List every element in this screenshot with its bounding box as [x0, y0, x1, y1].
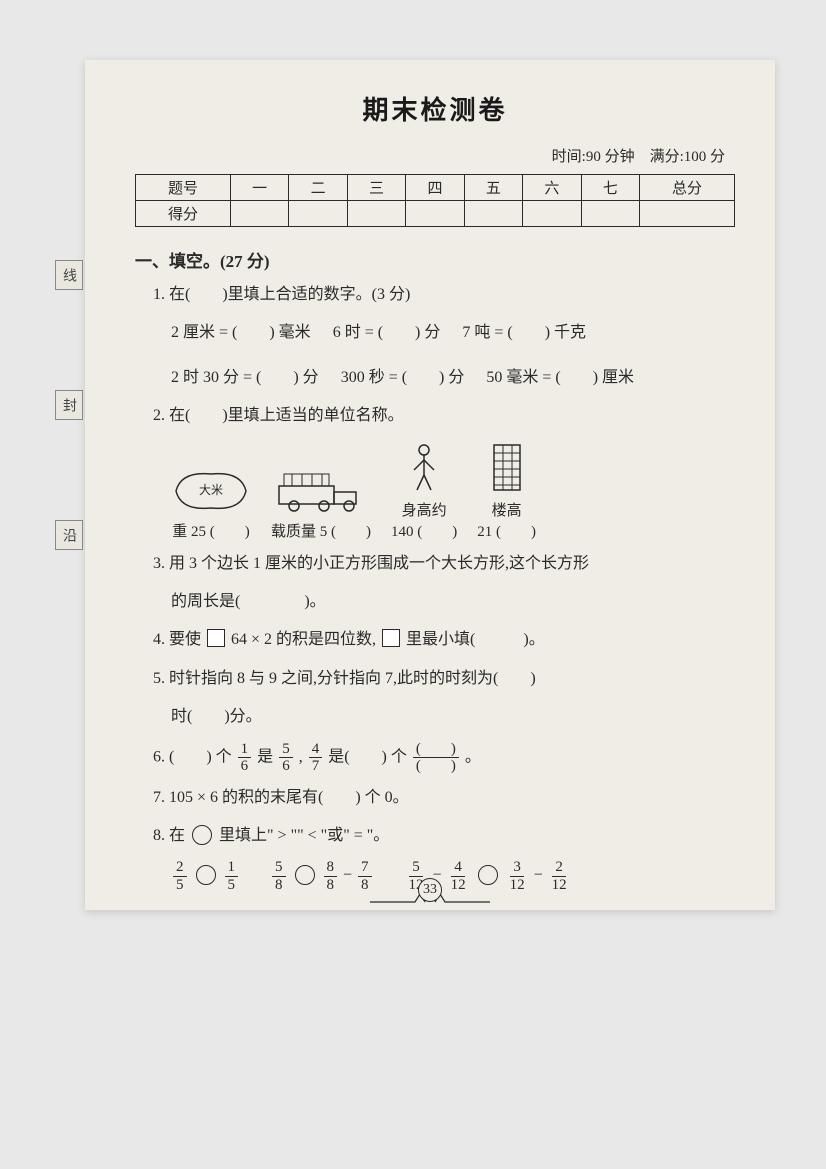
score-cell[interactable] — [347, 201, 405, 227]
q3-line-b: 的周长是( )。 — [171, 587, 735, 617]
q7: 7. 105 × 6 的积的末尾有( ) 个 0。 — [153, 783, 735, 813]
q1-items: 2 厘米 = ( ) 毫米 6 时 = ( ) 分 7 吨 = ( ) 千克 2… — [171, 318, 735, 393]
q1-item: 50 毫米 = ( ) 厘米 — [486, 363, 634, 393]
fig-caption-b: 140 ( ) — [391, 520, 457, 541]
header-question-no: 题号 — [136, 175, 231, 201]
col-6: 六 — [523, 175, 581, 201]
q4: 4. 要使 64 × 2 的积是四位数, 里最小填( )。 — [153, 625, 735, 655]
q6-a: 6. ( ) 个 — [153, 748, 232, 765]
score-cell[interactable] — [523, 201, 581, 227]
page-number-badge: 33 — [418, 878, 442, 902]
col-7: 七 — [581, 175, 639, 201]
margin-tab-2: 封 — [55, 390, 83, 420]
fig-caption-a: 楼高 — [477, 499, 536, 520]
q6-b: 是 — [257, 748, 273, 765]
time-label: 时间:90 分钟 — [552, 149, 635, 165]
q8-item: 58 88 − 78 — [270, 859, 374, 893]
q8-item: 25 15 — [171, 859, 240, 893]
margin-tab-1: 线 — [55, 260, 83, 290]
col-5: 五 — [464, 175, 522, 201]
q3-line-a: 3. 用 3 个边长 1 厘米的小正方形围成一个大长方形,这个长方形 — [153, 549, 735, 579]
q6-d: 。 — [465, 748, 481, 765]
col-1: 一 — [230, 175, 288, 201]
fig-caption: 重 25 ( ) — [171, 520, 251, 541]
exam-page: 线 封 沿 期末检测卷 时间:90 分钟 满分:100 分 题号 一 二 三 四… — [85, 60, 775, 910]
q1-item: 2 时 30 分 = ( ) 分 — [171, 363, 319, 393]
fig-person: 身高约 140 ( ) — [391, 440, 457, 541]
q4-b: 64 × 2 的积是四位数, — [231, 631, 376, 648]
time-fullscore: 时间:90 分钟 满分:100 分 — [135, 145, 735, 166]
blank-box-icon[interactable] — [207, 629, 225, 647]
score-cell[interactable] — [640, 201, 735, 227]
svg-text:大米: 大米 — [199, 483, 223, 497]
blank-box-icon[interactable] — [382, 629, 400, 647]
margin-tab-3: 沿 — [55, 520, 83, 550]
paper-title: 期末检测卷 — [135, 90, 735, 127]
col-total: 总分 — [640, 175, 735, 201]
score-cell[interactable] — [289, 201, 347, 227]
q1-item: 300 秒 = ( ) 分 — [341, 363, 465, 393]
q1-item: 6 时 = ( ) 分 — [333, 318, 441, 348]
q8-stem: 8. 在 里填上" > "" < "或" = "。 — [153, 821, 735, 851]
score-cell[interactable] — [464, 201, 522, 227]
q6: 6. ( ) 个 16 是 56 , 47 是( ) 个 ( )( ) 。 — [153, 741, 735, 775]
compare-circle-icon[interactable] — [196, 865, 216, 885]
table-row: 得分 — [136, 201, 735, 227]
score-cell[interactable] — [230, 201, 288, 227]
page-number: 33 — [418, 878, 442, 902]
fraction: 56 — [279, 741, 293, 775]
truck-icon — [274, 466, 369, 516]
fraction-blank[interactable]: ( )( ) — [413, 741, 459, 775]
col-2: 二 — [289, 175, 347, 201]
fig-caption-b: 21 ( ) — [477, 520, 536, 541]
q5-a: 5. 时针指向 8 与 9 之间,分针指向 7,此时的时刻为( ) — [153, 664, 735, 694]
score-cell[interactable] — [581, 201, 639, 227]
col-3: 三 — [347, 175, 405, 201]
fullscore-label: 满分:100 分 — [650, 149, 725, 165]
fig-truck: 载质量 5 ( ) — [271, 466, 371, 541]
fig-rice-bag: 大米 重 25 ( ) — [171, 466, 251, 541]
fig-caption: 载质量 5 ( ) — [271, 520, 371, 541]
q8-stem-a: 8. 在 — [153, 827, 185, 844]
fig-building: 楼高 21 ( ) — [477, 440, 536, 541]
q1-item: 2 厘米 = ( ) 毫米 — [171, 318, 311, 348]
q1-stem: 1. 在( )里填上合适的数字。(3 分) — [153, 280, 735, 310]
compare-circle-icon[interactable] — [478, 865, 498, 885]
rice-bag-icon: 大米 — [171, 466, 251, 516]
table-row: 题号 一 二 三 四 五 六 七 总分 — [136, 175, 735, 201]
header-score: 得分 — [136, 201, 231, 227]
q8-stem-b: 里填上" > "" < "或" = "。 — [219, 827, 389, 844]
score-cell[interactable] — [406, 201, 464, 227]
person-icon — [399, 440, 449, 495]
q2-stem: 2. 在( )里填上适当的单位名称。 — [153, 401, 735, 431]
fig-caption-a: 身高约 — [391, 499, 457, 520]
building-icon — [482, 440, 532, 495]
q6-c: 是( ) 个 — [328, 748, 407, 765]
q5-b: 时( )分。 — [171, 702, 735, 732]
score-table: 题号 一 二 三 四 五 六 七 总分 得分 — [135, 174, 735, 227]
q1-item: 7 吨 = ( ) 千克 — [462, 318, 586, 348]
q4-a: 4. 要使 — [153, 631, 201, 648]
section-1-heading: 一、填空。(27 分) — [135, 247, 735, 272]
q4-c: 里最小填( )。 — [406, 631, 545, 648]
compare-circle-icon — [192, 825, 212, 845]
q8-items: 25 15 58 88 − 78 512 − 412 312 − 212 — [171, 859, 735, 893]
fraction: 16 — [238, 741, 252, 775]
compare-circle-icon[interactable] — [295, 865, 315, 885]
q2-figures: 大米 重 25 ( ) 载质量 5 ( ) — [171, 440, 735, 541]
fraction: 47 — [309, 741, 323, 775]
col-4: 四 — [406, 175, 464, 201]
